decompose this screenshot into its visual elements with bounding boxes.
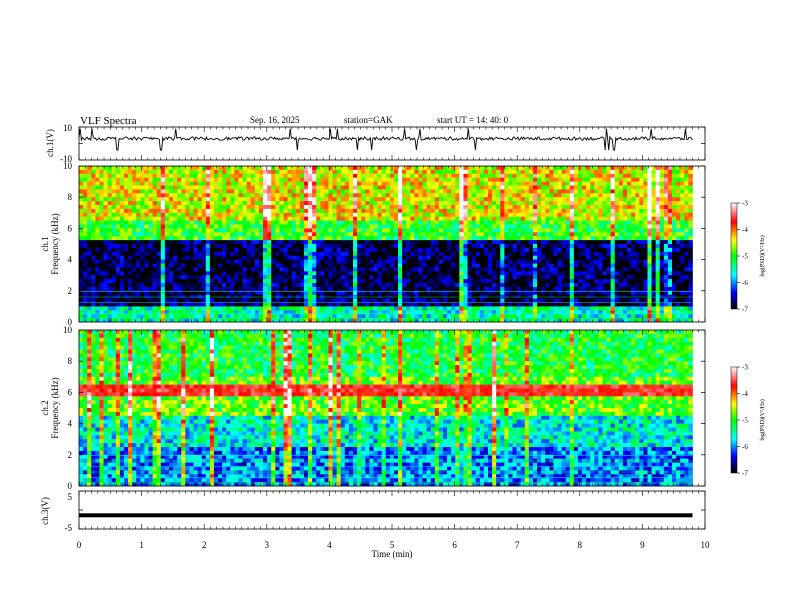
ch1-ytick-bottom: -10: [60, 154, 72, 164]
ch1-waveform-panel: 10 -10 ch.1(V): [45, 123, 706, 164]
date-label: Sep. 16, 2025: [250, 115, 300, 125]
ch1-colorbar-tick-label: -3: [742, 200, 748, 208]
xaxis-tick-label: 9: [640, 540, 645, 550]
ch2-spectrogram-image: [79, 330, 693, 487]
ch1-spectrogram-panel: 0 2 4 6 8 10 ch.1 Frequency (kHz): [40, 161, 706, 327]
ch2-colorbar-tick-label: -3: [742, 364, 748, 372]
ch2-colorbar-tick-label: -6: [742, 443, 748, 451]
ch3-waveform-trace: [79, 513, 693, 518]
ch3-ytick-bottom: -5: [65, 523, 73, 533]
ch3-ytick-top: 5: [68, 492, 73, 502]
ch2-spec-ytick-label: 2: [68, 450, 73, 460]
xaxis-tick-label: 6: [452, 540, 457, 550]
ch1-spectrogram-image: [79, 166, 693, 323]
ch2-colorbar-label: log(PSD)(V²/Hz): [759, 399, 766, 440]
xaxis-tick-label: 0: [77, 540, 82, 550]
ch1-spec-ylabel-freq: Frequency (kHz): [50, 213, 60, 274]
ch2-colorbar-tick-label: -4: [742, 390, 748, 398]
ch2-colorbar-tick-label: -5: [742, 417, 748, 425]
ch2-spec-ytick-label: 6: [68, 387, 73, 397]
xaxis-label: Time (min): [372, 549, 413, 559]
xaxis-tick-label: 10: [701, 540, 711, 550]
ch1-colorbar-tick-label: -7: [742, 306, 748, 314]
ch1-spec-ytick-label: 10: [63, 161, 73, 171]
ch2-spec-ylabel: ch.2: [40, 400, 50, 415]
xaxis-tick-label: 1: [139, 540, 144, 550]
ch2-spec-ytick-label: 4: [68, 419, 73, 429]
xaxis-tick-label: 2: [202, 540, 207, 550]
station-label: station=GAK: [344, 115, 393, 125]
xaxis-tick-label: 5: [390, 540, 395, 550]
ch2-spec-ytick-label: 0: [68, 481, 73, 491]
ch2-spec-ytick-label: 10: [63, 325, 73, 335]
xaxis-tick-label: 4: [327, 540, 332, 550]
ch1-colorbar-label: log(PSD)(V²/Hz): [759, 235, 766, 276]
ch1-spec-ytick-label: 6: [68, 223, 73, 233]
ch2-spec-ylabel-freq: Frequency (kHz): [50, 377, 60, 438]
ch2-spec-ytick-label: 8: [68, 356, 73, 366]
ch1-spec-ytick-label: 8: [68, 192, 73, 202]
ch1-colorbar-tick-label: -4: [742, 226, 748, 234]
chart-title: VLF Spectra: [80, 115, 137, 127]
xaxis-tick-label: 7: [515, 540, 520, 550]
ch2-spectrogram-panel: 0 2 4 6 8 10 ch.2 Frequency (kHz): [40, 325, 706, 491]
ch1-colorbar-tick-label: -5: [742, 253, 748, 261]
ch1-spec-ytick-label: 2: [68, 286, 73, 296]
ch1-ylabel: ch.1(V): [45, 129, 55, 157]
ch1-spec-ytick-label: 0: [68, 317, 73, 327]
ch1-spec-ylabel: ch.1: [40, 236, 50, 251]
ch2-colorbar: -3 -4 -5 -6 -7 log(PSD)(V²/Hz): [730, 364, 766, 478]
ch2-colorbar-tick-label: -7: [742, 470, 748, 478]
xaxis-tick-label: 8: [578, 540, 583, 550]
ch1-spec-ytick-label: 4: [68, 255, 73, 265]
ch1-ytick-top: 10: [63, 123, 73, 133]
ch1-waveform-trace: [78, 128, 693, 151]
ch1-colorbar: -3 -4 -5 -6 -7 log(PSD)(V²/Hz): [730, 200, 766, 314]
ch1-colorbar-tick-label: -6: [742, 279, 748, 287]
start-time-label: start UT = 14: 40: 0: [437, 115, 509, 125]
ch3-ylabel: ch.3(V): [40, 497, 50, 525]
xaxis-tick-label: 3: [265, 540, 270, 550]
time-axis: 0 1 2 3 4 5 6 7 8 9 10: [77, 127, 710, 550]
ch3-waveform-panel: 5 -5 ch.3(V): [40, 490, 706, 533]
